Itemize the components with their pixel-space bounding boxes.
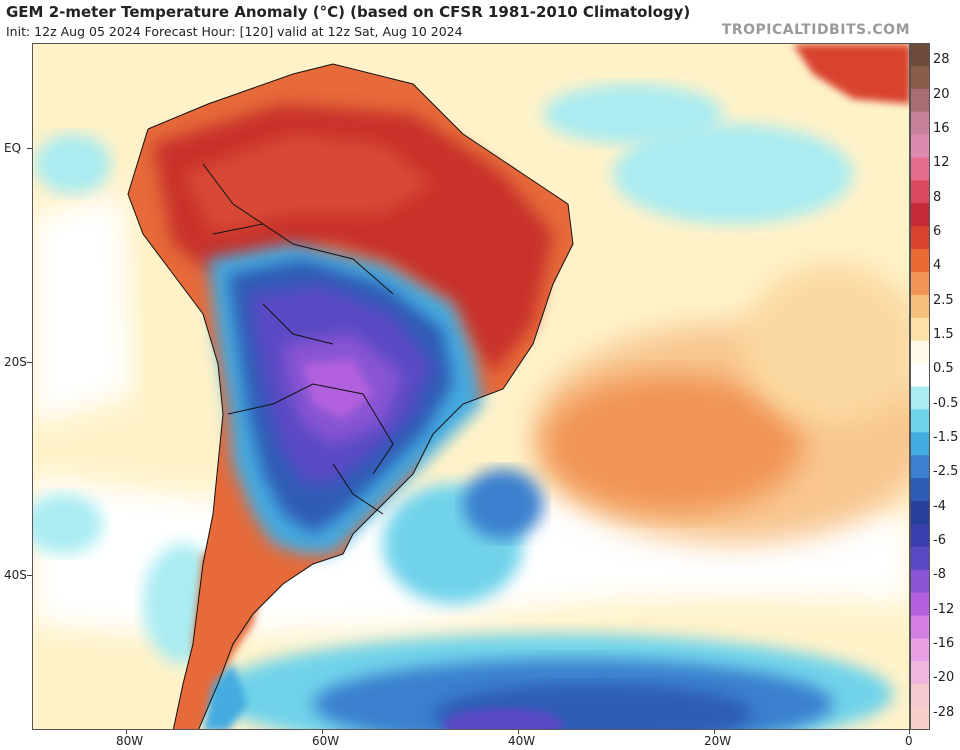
colorbar-swatch (910, 615, 930, 639)
colorbar-swatch (910, 684, 930, 708)
lon-label-20w: 20W (704, 734, 732, 748)
colorbar-label: 6 (933, 223, 942, 239)
colorbar-label: 4 (933, 258, 942, 274)
colorbar-label: -12 (933, 601, 955, 617)
colorbar-svg (910, 43, 930, 730)
lon-tick (518, 730, 519, 734)
tip-cool (203, 664, 248, 729)
colorbar-label: 16 (933, 120, 950, 136)
cool-patch (543, 84, 723, 144)
lon-tick (909, 730, 910, 734)
colorbar-swatch (910, 340, 930, 365)
colorbar-swatch (910, 501, 930, 525)
colorbar-swatch (910, 386, 930, 410)
colorbar-label: 20 (933, 86, 950, 102)
lat-tick (27, 362, 32, 363)
lat-tick (27, 575, 32, 576)
lat-label-20s: 20S (4, 355, 27, 369)
colorbar-label: 8 (933, 189, 942, 205)
warm-patch (543, 374, 803, 514)
cool-patch (613, 124, 853, 224)
colorbar-swatch (910, 546, 930, 571)
lon-tick (322, 730, 323, 734)
colorbar-label: -20 (933, 670, 955, 686)
cool-patch (33, 494, 103, 554)
colorbar (910, 43, 930, 730)
colorbar-swatch (910, 638, 930, 662)
colorbar-swatch (910, 455, 930, 479)
colorbar-label: -6 (933, 533, 946, 549)
colorbar-label: -8 (933, 567, 946, 583)
lon-tick (126, 730, 127, 734)
colorbar-swatch (910, 478, 930, 502)
colorbar-label: 12 (933, 155, 950, 171)
colorbar-swatch (910, 272, 930, 296)
cool-patch (35, 134, 111, 194)
colorbar-swatch (910, 249, 930, 273)
warm-patch (743, 264, 909, 424)
colorbar-label: -1.5 (933, 430, 959, 446)
colorbar-swatch (910, 409, 930, 433)
colorbar-swatch (910, 592, 930, 616)
colorbar-swatch (910, 88, 930, 113)
cool-patch (463, 469, 543, 539)
colorbar-swatch (910, 65, 930, 90)
lon-label-40w: 40W (508, 734, 536, 748)
country-borders (127, 63, 574, 729)
anomaly-map (32, 43, 910, 730)
colorbar-label: -0.5 (933, 395, 959, 411)
colorbar-swatch (910, 294, 930, 319)
colorbar-label: -16 (933, 636, 955, 652)
colorbar-swatch (910, 180, 930, 204)
colorbar-swatch (910, 569, 930, 594)
colorbar-swatch (910, 523, 930, 548)
colorbar-label: -4 (933, 498, 946, 514)
colorbar-label: 1.5 (933, 326, 954, 342)
lon-label-0: 0 (905, 734, 913, 748)
colorbar-swatch (910, 317, 930, 342)
africa-warm (793, 44, 909, 104)
lon-label-60w: 60W (312, 734, 340, 748)
colorbar-swatch (910, 203, 930, 227)
southern-cold-peak (443, 708, 563, 729)
warm-core (183, 134, 433, 234)
colorbar-swatch (910, 157, 930, 181)
colorbar-label: 2.5 (933, 292, 954, 308)
patagonia-warm (193, 544, 263, 694)
map-subtitle: Init: 12z Aug 05 2024 Forecast Hour: [12… (6, 24, 463, 39)
colorbar-border (910, 43, 930, 730)
colorbar-label: 0.5 (933, 361, 954, 377)
brand-watermark: TROPICALTIDBITS.COM (721, 22, 910, 38)
map-title: GEM 2-meter Temperature Anomaly (°C) (ba… (6, 3, 691, 21)
lat-tick (27, 148, 32, 149)
colorbar-label: -28 (933, 704, 955, 720)
anomaly-map-canvas (33, 44, 909, 729)
neutral-pacific (33, 194, 133, 424)
lat-label-eq: EQ (4, 141, 22, 155)
lon-tick (714, 730, 715, 734)
colorbar-swatch (910, 707, 930, 730)
colorbar-swatch (910, 363, 930, 387)
colorbar-label: 28 (933, 52, 950, 68)
lon-label-80w: 80W (116, 734, 144, 748)
colorbar-label: -2.5 (933, 464, 959, 480)
lat-label-40s: 40S (4, 568, 27, 582)
colorbar-swatch (910, 134, 930, 158)
colorbar-swatch (910, 226, 930, 250)
colorbar-swatch (910, 43, 930, 67)
colorbar-swatch (910, 432, 930, 456)
colorbar-swatch (910, 661, 930, 685)
colorbar-swatch (910, 111, 930, 136)
